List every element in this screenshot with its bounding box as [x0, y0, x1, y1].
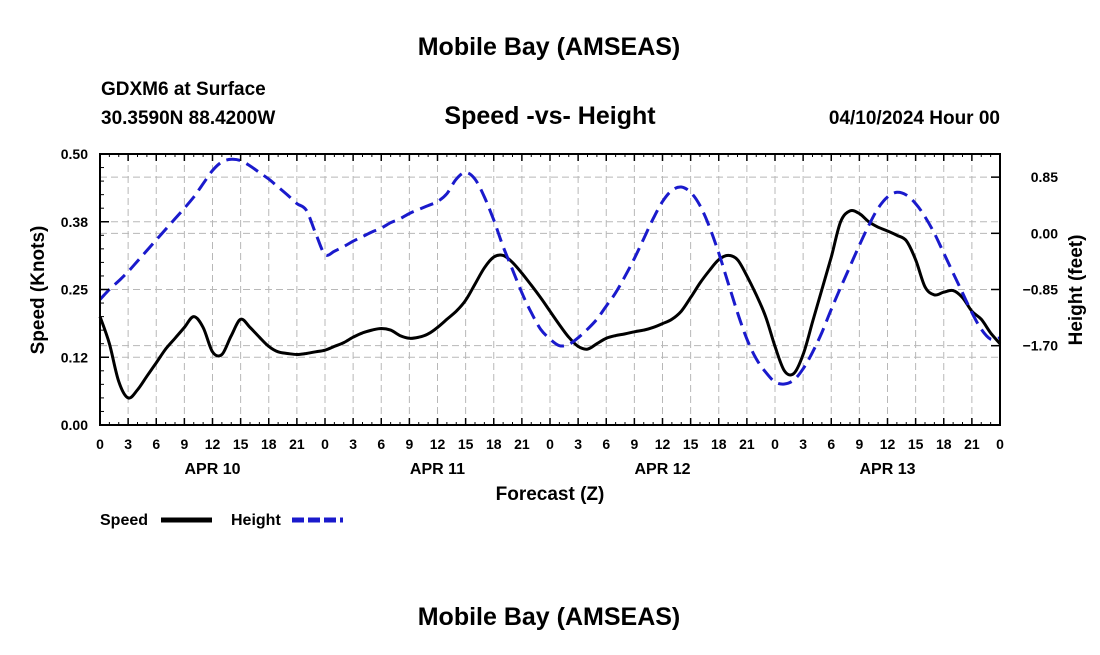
day-label: APR 13: [859, 461, 915, 478]
speed-series-line: [98, 209, 1002, 400]
x-tick-label: 3: [799, 436, 807, 452]
x-tick-label: 9: [405, 436, 413, 452]
chart-grid: [100, 154, 1000, 425]
top-title: Mobile Bay (AMSEAS): [418, 33, 681, 61]
y-tick-label: 0.25: [61, 282, 88, 298]
height-series-line: [98, 157, 1001, 386]
x-tick-label: 0: [96, 436, 104, 452]
x-tick-label: 6: [827, 436, 835, 452]
x-tick-label: 18: [936, 436, 952, 452]
y-tick-label: 0.38: [61, 214, 88, 230]
chart-series: [98, 157, 1002, 400]
legend-height-label: Height: [231, 512, 281, 529]
x-tick-label: 0: [546, 436, 554, 452]
x-tick-label: 3: [574, 436, 582, 452]
x-tick-label: 15: [683, 436, 699, 452]
forecast-datetime: 04/10/2024 Hour 00: [829, 108, 1000, 129]
y2-axis-label: Height (feet): [1066, 235, 1087, 346]
x-tick-label: 21: [739, 436, 755, 452]
x-tick-label: 0: [321, 436, 329, 452]
chart-ticks: 0 3 6 9 12 15 18 21 0 3 6 9 12 15 18 21 0 3 6 9 12 15 18 21 0 3 6 9…: [61, 146, 1058, 478]
day-label: APR 10: [184, 461, 240, 478]
x-tick-label: 12: [205, 436, 221, 452]
y2-tick-label: 0.00: [1031, 225, 1058, 241]
y2-tick-label: 0.85: [1031, 169, 1058, 185]
y2-tick-label: −0.85: [1023, 282, 1059, 298]
bottom-title: Mobile Bay (AMSEAS): [418, 603, 681, 631]
chart-title: Speed -vs- Height: [444, 102, 656, 130]
x-tick-label: 6: [152, 436, 160, 452]
x-tick-label: 15: [233, 436, 249, 452]
y-axis-label: Speed (Knots): [28, 226, 49, 355]
x-axis-label: Forecast (Z): [496, 484, 605, 505]
x-tick-label: 18: [486, 436, 502, 452]
x-tick-label: 21: [514, 436, 530, 452]
x-tick-label: 3: [124, 436, 132, 452]
x-tick-label: 3: [349, 436, 357, 452]
y-tick-label: 0.12: [61, 349, 88, 365]
station-coords: 30.3590N 88.4200W: [101, 108, 275, 129]
x-tick-label: 12: [430, 436, 446, 452]
x-tick-label: 15: [908, 436, 924, 452]
x-tick-label: 9: [180, 436, 188, 452]
station-name: GDXM6 at Surface: [101, 79, 266, 100]
x-tick-label: 9: [855, 436, 863, 452]
x-tick-label: 12: [655, 436, 671, 452]
y-tick-label: 0.00: [61, 417, 88, 433]
day-label: APR 12: [634, 461, 690, 478]
x-tick-label: 9: [630, 436, 638, 452]
x-tick-label: 21: [289, 436, 305, 452]
legend: Speed Height: [100, 512, 343, 529]
x-tick-label: 6: [602, 436, 610, 452]
x-tick-label: 0: [771, 436, 779, 452]
x-tick-label: 12: [880, 436, 896, 452]
x-tick-label: 21: [964, 436, 980, 452]
y-tick-label: 0.50: [61, 146, 88, 162]
x-tick-label: 18: [261, 436, 277, 452]
x-tick-label: 18: [711, 436, 727, 452]
y2-tick-label: −1.70: [1023, 338, 1059, 354]
x-tick-label: 0: [996, 436, 1004, 452]
legend-speed-label: Speed: [100, 512, 148, 529]
x-tick-label: 15: [458, 436, 474, 452]
day-label: APR 11: [410, 461, 465, 478]
x-tick-label: 6: [377, 436, 385, 452]
